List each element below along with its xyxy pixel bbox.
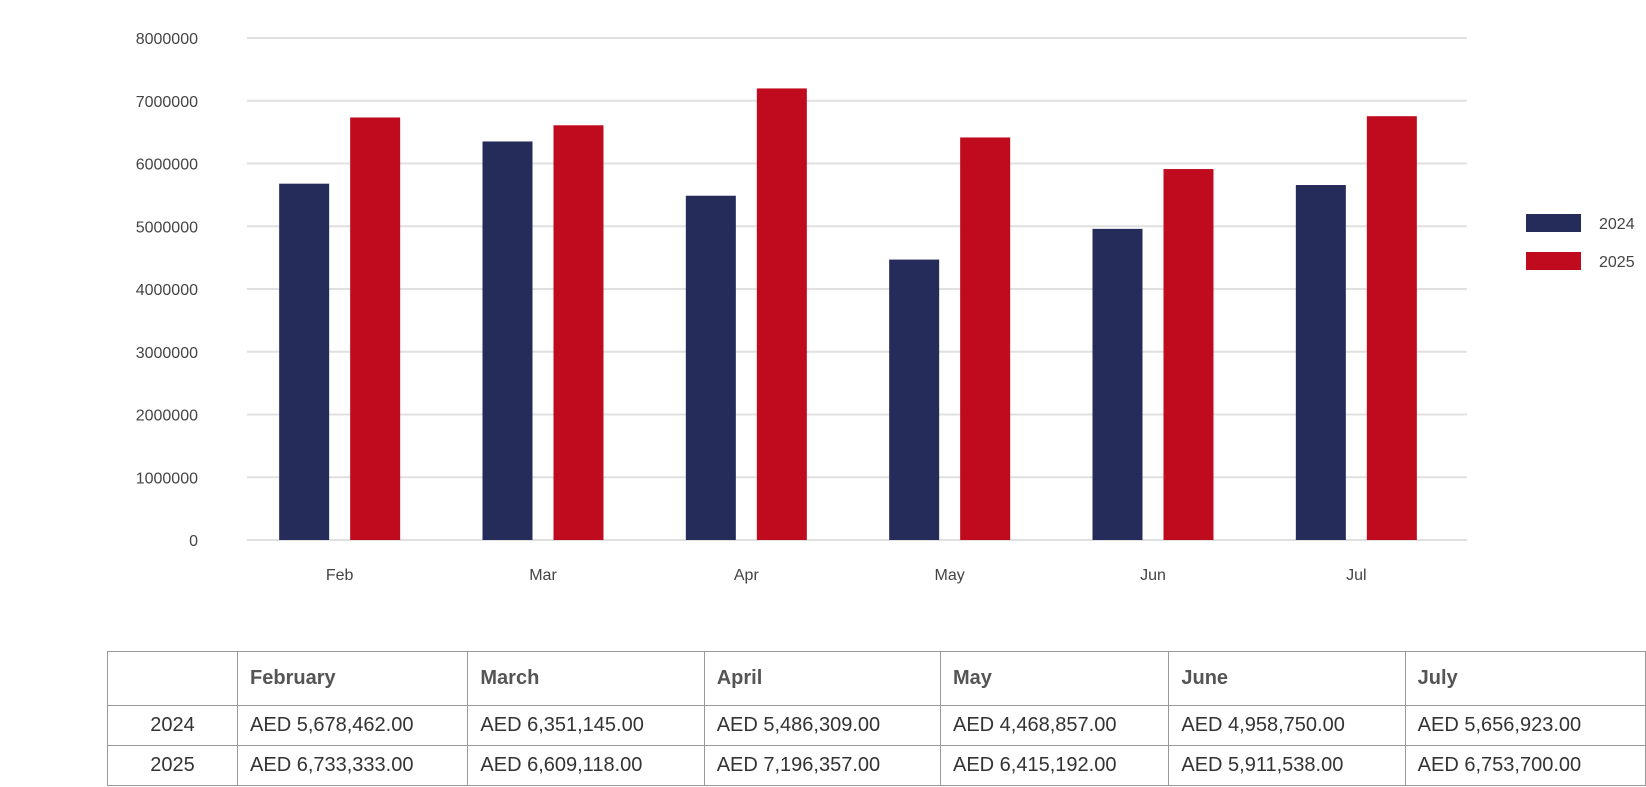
y-tick-label: 8000000 <box>136 31 198 48</box>
y-axis-ticks: 0 1000000 2000000 3000000 4000000 5000000 6000… <box>136 31 198 550</box>
table-cell: AED 6,415,192.00 <box>939 745 1170 786</box>
x-tick-label: Mar <box>529 567 557 584</box>
x-tick-label: May <box>935 567 965 584</box>
bar-2024-Jun <box>1092 228 1143 540</box>
table-row: 2025 AED 6,733,333.00 AED 6,609,118.00 A… <box>106 745 1646 786</box>
legend-swatch <box>1526 252 1581 270</box>
row-year: 2024 <box>106 705 239 746</box>
bar-2025-May <box>960 137 1011 540</box>
x-tick-label: Jul <box>1346 567 1366 584</box>
table-header-row: February March April May June July <box>106 651 1646 706</box>
bar-2024-Jul <box>1295 185 1346 540</box>
y-tick-label: 2000000 <box>136 408 198 425</box>
table-cell: AED 5,486,309.00 <box>703 705 941 746</box>
bar-2024-Feb <box>279 183 330 540</box>
legend-swatch <box>1526 214 1581 232</box>
bar-2025-Mar <box>553 125 604 541</box>
data-table: February March April May June July 2024 … <box>106 651 1646 786</box>
bar-2025-Jun <box>1163 169 1214 540</box>
table-cell: AED 6,609,118.00 <box>467 745 705 786</box>
table-row: 2024 AED 5,678,462.00 AED 6,351,145.00 A… <box>106 705 1646 746</box>
bar-2025-Apr <box>756 88 807 541</box>
x-axis-ticks: Feb Mar Apr May Jun Jul <box>326 567 1367 584</box>
y-tick-label: 4000000 <box>136 282 198 299</box>
bar-2025-Feb <box>350 117 401 541</box>
x-tick-label: Apr <box>734 567 760 584</box>
table-cell: AED 5,911,538.00 <box>1168 745 1406 786</box>
table-header-cell: May <box>939 651 1170 706</box>
bar-chart: 0 1000000 2000000 3000000 4000000 5000000 6000… <box>136 31 1635 584</box>
x-tick-label: Jun <box>1140 567 1166 584</box>
x-tick-label: Feb <box>326 567 354 584</box>
table-header-cell: July <box>1404 651 1646 706</box>
y-tick-label: 5000000 <box>136 219 198 236</box>
legend-label: 2025 <box>1599 254 1635 271</box>
table-cell: AED 5,678,462.00 <box>237 705 469 746</box>
legend: 2024 2025 <box>1526 214 1635 271</box>
table-header-cell: April <box>703 651 941 706</box>
table-header-cell <box>106 651 239 706</box>
table-cell: AED 7,196,357.00 <box>703 745 941 786</box>
gridlines <box>247 37 1467 541</box>
table-cell: AED 6,733,333.00 <box>237 745 469 786</box>
y-tick-label: 7000000 <box>136 94 198 111</box>
table-cell: AED 4,958,750.00 <box>1168 705 1406 746</box>
y-tick-label: 0 <box>189 533 198 550</box>
bar-2024-Apr <box>685 195 736 540</box>
y-tick-label: 6000000 <box>136 157 198 174</box>
table-header-cell: March <box>467 651 705 706</box>
bar-2024-May <box>889 259 940 540</box>
legend-label: 2024 <box>1599 216 1635 233</box>
table-header-cell: June <box>1168 651 1406 706</box>
bar-2025-Jul <box>1366 116 1417 540</box>
y-tick-label: 1000000 <box>136 470 198 487</box>
bar-2024-Mar <box>482 141 533 541</box>
table-header-cell: February <box>237 651 469 706</box>
table-cell: AED 4,468,857.00 <box>939 705 1170 746</box>
row-year: 2025 <box>106 745 239 786</box>
table-cell: AED 6,351,145.00 <box>467 705 705 746</box>
table-cell: AED 5,656,923.00 <box>1404 705 1646 746</box>
y-tick-label: 3000000 <box>136 345 198 362</box>
table-cell: AED 6,753,700.00 <box>1404 745 1646 786</box>
bars <box>279 88 1417 541</box>
